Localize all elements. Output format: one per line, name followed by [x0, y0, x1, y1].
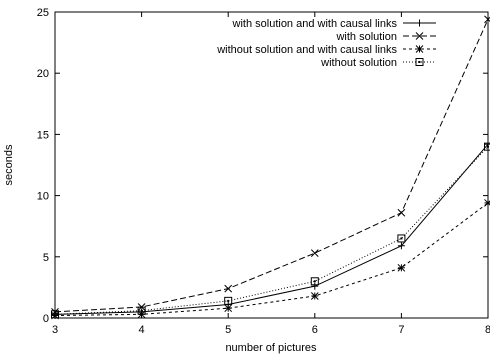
marker-stroke — [484, 16, 490, 24]
marker-stroke — [224, 284, 233, 293]
marker-dot — [313, 280, 316, 283]
y-tick-label: 5 — [43, 252, 49, 264]
marker-stroke — [397, 208, 406, 217]
series-2 — [51, 15, 490, 316]
data-point — [137, 306, 146, 315]
marker-stroke — [415, 32, 424, 40]
series-line — [54, 202, 489, 317]
x-tick-label: 7 — [398, 324, 404, 336]
series-layer — [51, 15, 490, 320]
legend-label: without solution and with causal links — [216, 44, 397, 56]
legend-entry-2: with solution — [335, 31, 436, 43]
x-axis: 3 4 5 6 7 8 — [52, 12, 490, 336]
data-point — [484, 15, 490, 24]
data-point — [397, 234, 406, 243]
legend-marker — [416, 19, 423, 27]
data-point — [484, 199, 490, 207]
y-tick-label: 20 — [37, 68, 49, 80]
marker-square — [137, 306, 146, 315]
series-1 — [51, 140, 490, 318]
y-tick-label: 10 — [37, 191, 49, 203]
data-point — [224, 284, 233, 293]
data-point — [310, 249, 319, 257]
legend-marker — [415, 32, 424, 40]
x-tick-label: 3 — [52, 324, 58, 336]
marker-dot — [140, 309, 143, 312]
x-tick-label: 6 — [312, 324, 318, 336]
legend-marker — [415, 45, 424, 53]
legend: with solution and with causal linkswith … — [216, 18, 436, 69]
marker-dot — [400, 237, 403, 240]
data-point — [51, 310, 59, 319]
marker-stroke — [310, 249, 319, 257]
legend-entry-1: with solution and with causal links — [232, 18, 436, 30]
series-line — [54, 143, 489, 315]
legend-label: without solution — [320, 57, 397, 69]
data-point — [397, 263, 406, 272]
marker-stroke — [51, 308, 59, 316]
legend-label: with solution — [335, 31, 397, 43]
marker-dot — [418, 61, 421, 63]
plot-frame — [54, 11, 489, 319]
data-point — [484, 142, 490, 151]
marker-square — [415, 58, 424, 66]
x-tick-label: 8 — [485, 324, 490, 336]
legend-label: with solution and with causal links — [232, 18, 398, 30]
marker-square — [224, 296, 233, 305]
marker-stroke — [415, 45, 424, 53]
marker-stroke — [224, 304, 233, 313]
data-point — [310, 292, 319, 300]
series-3 — [51, 199, 490, 320]
x-axis-title: number of pictures — [225, 342, 317, 354]
marker-square — [310, 277, 319, 286]
series-line — [54, 19, 489, 313]
marker-dot — [54, 313, 56, 316]
data-point — [397, 208, 406, 217]
data-point — [51, 308, 59, 316]
y-axis-title: seconds — [3, 144, 15, 185]
x-tick-label: 4 — [139, 324, 145, 336]
marker-square — [397, 234, 406, 243]
marker-dot — [227, 299, 230, 302]
series-4 — [51, 142, 490, 319]
marker-square — [51, 310, 59, 319]
data-point — [311, 282, 319, 290]
legend-entry-4: without solution — [320, 57, 436, 69]
y-tick-label: 25 — [37, 7, 49, 19]
x-tick-label: 5 — [225, 324, 231, 336]
legend-entry-3: without solution and with causal links — [216, 44, 436, 56]
data-point — [224, 296, 233, 305]
y-tick-label: 15 — [37, 129, 49, 141]
series-line — [54, 146, 489, 315]
marker-dot — [487, 145, 489, 148]
marker-stroke — [310, 292, 319, 300]
marker-square — [484, 142, 490, 151]
y-tick-label: 0 — [43, 313, 49, 325]
data-point — [397, 242, 405, 250]
legend-marker — [415, 58, 424, 66]
data-point — [224, 304, 233, 313]
y-axis: 0 5 10 15 20 25 — [37, 7, 488, 325]
marker-stroke — [397, 263, 406, 272]
marker-stroke — [484, 200, 490, 207]
data-point — [310, 277, 319, 286]
